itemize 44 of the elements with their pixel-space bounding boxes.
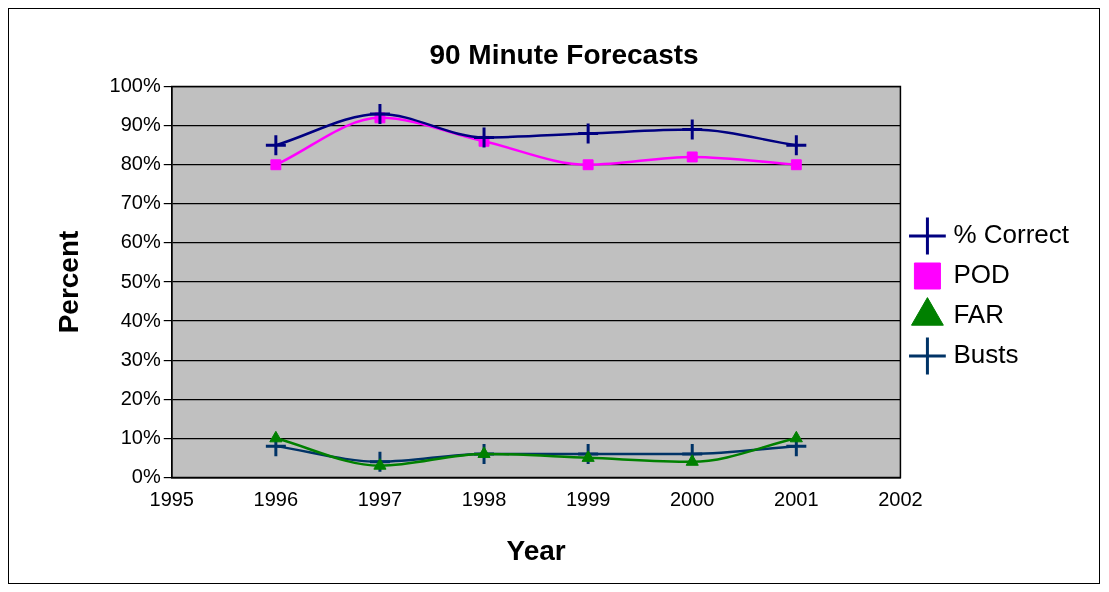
y-tick-label: 100% (109, 74, 161, 97)
point (784, 133, 808, 157)
chart-title: 90 Minute Forecasts (429, 38, 699, 70)
point (270, 159, 282, 171)
x-tick-label: 1996 (253, 487, 299, 510)
point (790, 159, 802, 171)
point (264, 133, 288, 157)
point (373, 458, 387, 470)
point (368, 102, 392, 126)
y-tick-label: 0% (131, 464, 161, 487)
point (576, 442, 600, 466)
point (368, 450, 392, 474)
x-tick-label: 2001 (774, 487, 819, 510)
point (581, 450, 595, 462)
legend-label: POD (953, 259, 1010, 290)
point (472, 125, 496, 149)
point (269, 430, 283, 443)
point (576, 122, 600, 145)
legend-label: FAR (953, 299, 1004, 330)
point (680, 118, 704, 142)
point (685, 454, 699, 466)
x-tick-label: 1998 (461, 487, 507, 510)
y-tick-label: 40% (120, 308, 161, 331)
x-tick-label: 2000 (669, 487, 715, 510)
legend-label: Busts (953, 339, 1019, 370)
x-tick-label: 1997 (357, 487, 403, 510)
point (582, 159, 594, 171)
y-tick-label: 10% (120, 425, 161, 448)
legend-label: % Correct (953, 219, 1070, 250)
point (789, 430, 803, 443)
y-tick-label: 70% (120, 191, 161, 214)
x-tick-label: 1999 (565, 487, 611, 510)
point (686, 151, 698, 163)
x-tick-label: 1995 (149, 487, 194, 510)
y-tick-label: 50% (120, 269, 161, 292)
y-tick-label: 20% (120, 386, 161, 409)
y-tick-label: 30% (120, 347, 161, 370)
y-tick-label: 80% (120, 152, 161, 175)
y-axis-title: Percent (52, 230, 84, 334)
point (477, 446, 491, 458)
x-tick-label: 2002 (878, 487, 923, 510)
y-tick-label: 90% (120, 113, 161, 136)
x-axis-title: Year (506, 534, 566, 566)
y-tick-label: 60% (120, 230, 161, 253)
